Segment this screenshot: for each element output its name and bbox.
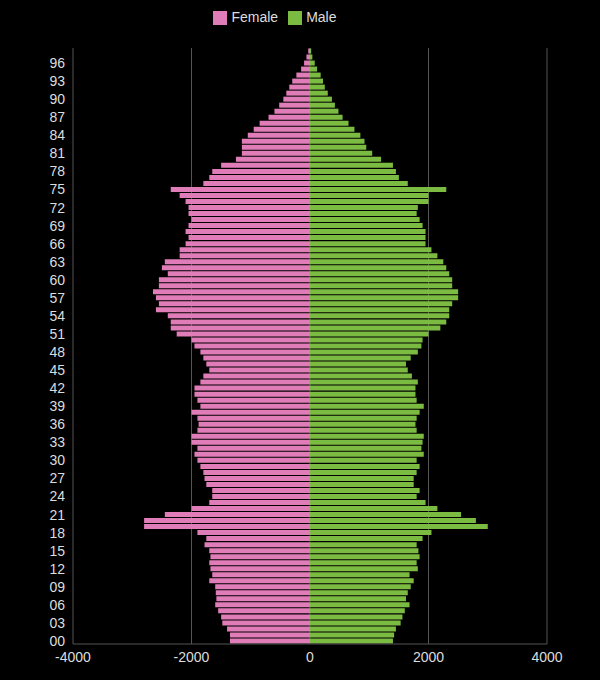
svg-text:54: 54 (49, 308, 65, 324)
svg-text:78: 78 (49, 163, 65, 179)
svg-text:-2000: -2000 (174, 649, 210, 665)
svg-text:21: 21 (49, 507, 65, 523)
svg-text:06: 06 (49, 597, 65, 613)
html-text:Female: Female (231, 9, 279, 25)
svg-text:4000: 4000 (531, 649, 562, 665)
svg-text:81: 81 (49, 145, 65, 161)
svg-text:90: 90 (49, 91, 65, 107)
svg-text:36: 36 (49, 416, 65, 432)
svg-text:72: 72 (49, 200, 65, 216)
svg-text:09: 09 (49, 579, 65, 595)
svg-text:-4000: -4000 (55, 649, 91, 665)
svg-text:30: 30 (49, 452, 65, 468)
svg-text:93: 93 (49, 73, 65, 89)
svg-text:63: 63 (49, 254, 65, 270)
svg-text:27: 27 (49, 470, 65, 486)
svg-text:12: 12 (49, 561, 65, 577)
svg-text:69: 69 (49, 218, 65, 234)
svg-text:96: 96 (49, 55, 65, 71)
svg-text:48: 48 (49, 344, 65, 360)
svg-text:00: 00 (49, 633, 65, 649)
svg-text:39: 39 (49, 398, 65, 414)
svg-text:51: 51 (49, 326, 65, 342)
svg-text:45: 45 (49, 362, 65, 378)
svg-text:03: 03 (49, 615, 65, 631)
html-text:Male: Male (306, 9, 337, 25)
svg-text:60: 60 (49, 272, 65, 288)
svg-text:42: 42 (49, 380, 65, 396)
svg-text:18: 18 (49, 525, 65, 541)
svg-text:0: 0 (306, 649, 314, 665)
svg-text:66: 66 (49, 236, 65, 252)
svg-text:33: 33 (49, 434, 65, 450)
svg-text:87: 87 (49, 109, 65, 125)
svg-text:57: 57 (49, 290, 65, 306)
svg-text:15: 15 (49, 543, 65, 559)
svg-text:24: 24 (49, 488, 65, 504)
svg-text:2000: 2000 (413, 649, 444, 665)
svg-text:75: 75 (49, 181, 65, 197)
svg-text:84: 84 (49, 127, 65, 143)
